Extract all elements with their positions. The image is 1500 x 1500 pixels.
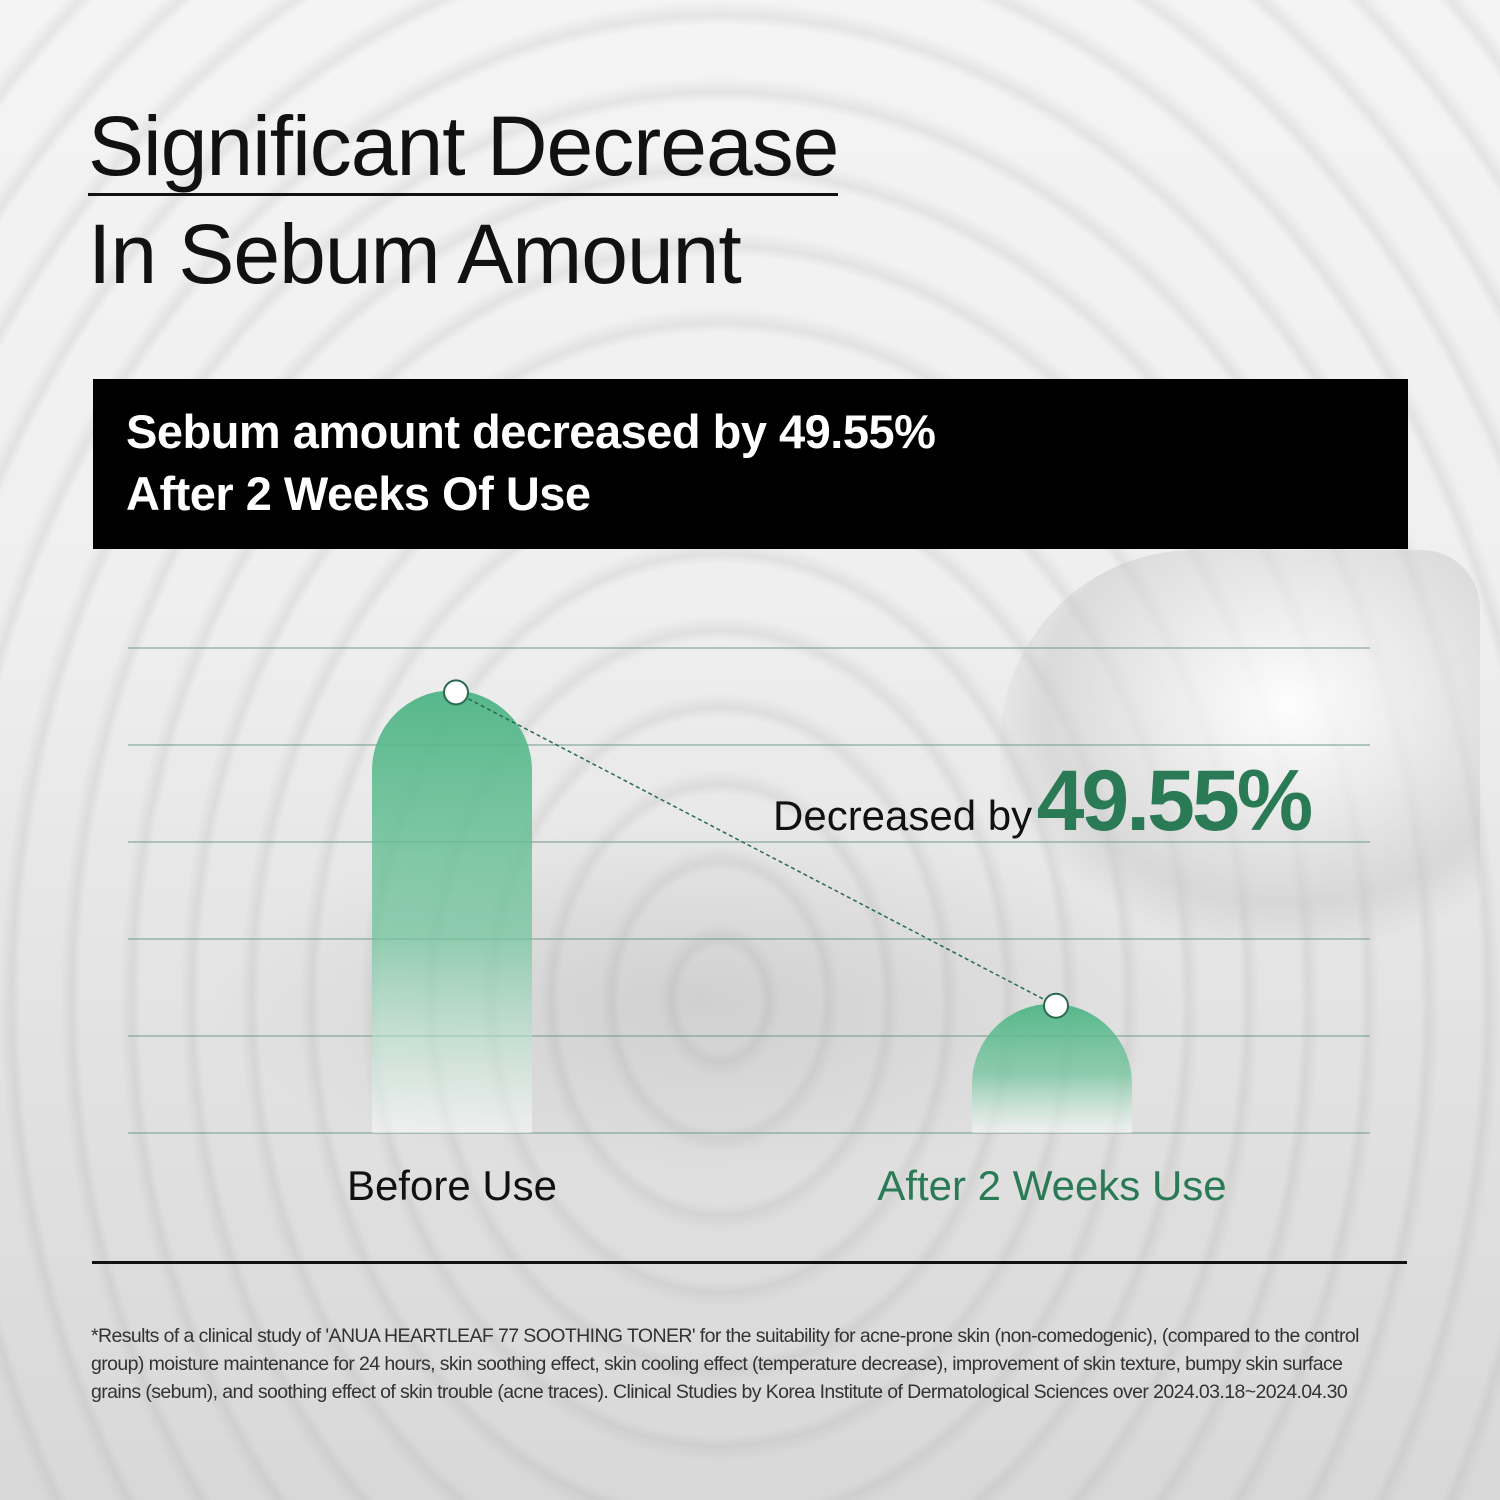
callout-value: 49.55% (1036, 753, 1314, 849)
x-label-before: Before Use (346, 1162, 558, 1209)
page-title: Significant Decrease In Sebum Amount (88, 92, 839, 308)
summary-banner: Sebum amount decreased by 49.55% After 2… (93, 379, 1408, 549)
data-point-1 (1043, 992, 1069, 1019)
bar-1 (972, 1003, 1132, 1133)
footnote: *Results of a clinical study of 'ANUA HE… (91, 1325, 1359, 1403)
trend-line (455, 691, 1057, 1007)
decrease-callout: Decreased by 49.55% (773, 752, 1314, 851)
title-line-1: Significant Decrease (88, 99, 839, 196)
banner-line-1: Sebum amount decreased by 49.55% (126, 405, 936, 458)
data-point-0 (443, 679, 469, 706)
banner-line-2: After 2 Weeks Of Use (126, 467, 591, 520)
divider (92, 1261, 1407, 1264)
x-label-after: After 2 Weeks Use (877, 1162, 1227, 1209)
title-line-2: In Sebum Amount (88, 207, 742, 301)
callout-label: Decreased by (773, 792, 1033, 839)
bar-0 (372, 690, 532, 1133)
